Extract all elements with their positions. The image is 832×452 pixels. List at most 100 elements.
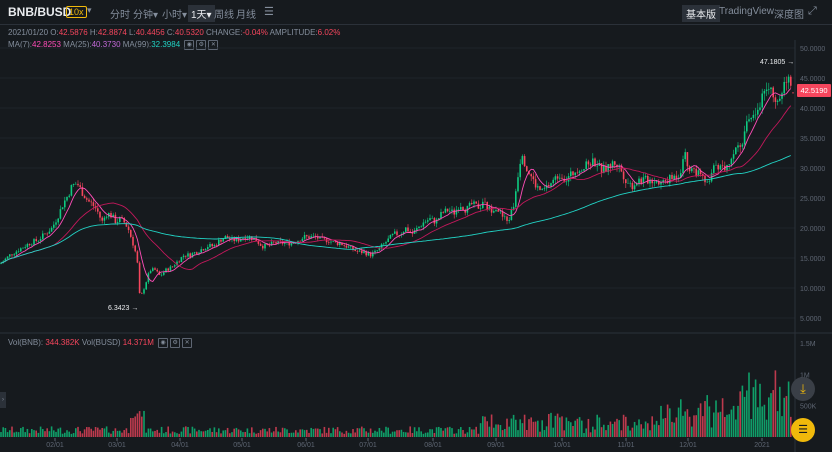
- candle-body: [633, 185, 636, 190]
- price-chart[interactable]: 50.0000 45.0000 40.0000 35.0000 30.0000 25.00…: [0, 40, 832, 452]
- candle-body: [218, 239, 220, 246]
- volume-bar: [198, 429, 200, 437]
- volume-bar: [735, 419, 737, 437]
- tf-time-sharing[interactable]: 分时: [110, 10, 130, 21]
- volume-bar: [220, 433, 222, 437]
- candle-body: [754, 114, 757, 116]
- settings-icon[interactable]: ⚙: [170, 338, 181, 348]
- volume-bar: [321, 433, 323, 437]
- candle-body: [273, 241, 275, 243]
- volume-bar: [583, 433, 585, 437]
- eye-icon[interactable]: ◉: [158, 338, 169, 348]
- candle-body: [61, 207, 64, 210]
- volume-bar: [726, 414, 728, 437]
- volume-bar: [28, 433, 31, 437]
- candle-body: [86, 198, 88, 200]
- candle-body: [376, 250, 378, 252]
- volume-bar: [446, 427, 449, 437]
- pair-dropdown-icon[interactable]: ▾: [87, 5, 92, 15]
- pair-symbol[interactable]: BNB/BUSD: [8, 5, 72, 19]
- volume-bar: [653, 424, 656, 437]
- candle-body: [123, 217, 125, 223]
- candle-body: [352, 246, 354, 250]
- candle-body: [708, 181, 711, 182]
- candle-body: [288, 241, 290, 246]
- volume-tick-label: 1.5M: [800, 341, 816, 348]
- candle-body: [211, 244, 213, 247]
- candle-body: [607, 164, 609, 172]
- volume-bar: [240, 430, 242, 437]
- volume-bar: [204, 430, 207, 437]
- candle-body: [726, 164, 728, 171]
- candle-body: [356, 250, 359, 252]
- tf-minute[interactable]: 分钟▾: [133, 10, 159, 21]
- fullscreen-icon[interactable]: ⤢: [808, 5, 817, 17]
- volume-bar: [268, 428, 271, 437]
- volume-bar: [306, 429, 308, 437]
- volume-bar: [627, 425, 629, 437]
- volume-tick-label: 1M: [800, 372, 810, 379]
- close-value: 40.5320: [174, 28, 204, 37]
- candle-body: [28, 244, 31, 246]
- settings-icon[interactable]: ⚙: [196, 40, 207, 50]
- close-icon[interactable]: ✕: [208, 40, 219, 50]
- ma7-line: [0, 88, 792, 283]
- volume-bar: [83, 429, 86, 437]
- download-icon[interactable]: ⤓: [791, 377, 815, 401]
- candle-body: [176, 261, 178, 266]
- expand-left-icon[interactable]: ›: [0, 392, 6, 408]
- chat-icon[interactable]: ☰: [791, 418, 815, 442]
- tf-week[interactable]: 周线: [214, 10, 234, 21]
- volume-bar: [242, 432, 244, 437]
- close-icon[interactable]: ✕: [182, 338, 193, 348]
- candle-body: [519, 163, 521, 178]
- candle-body: [482, 201, 484, 209]
- tf-hour[interactable]: 小时▾: [162, 10, 188, 21]
- candle-body: [422, 222, 425, 227]
- candle-body: [585, 161, 587, 170]
- eye-icon[interactable]: ◉: [184, 40, 195, 50]
- volume-bar: [581, 420, 583, 437]
- volume-bar: [145, 432, 147, 437]
- volume-bar: [143, 410, 145, 437]
- indicator-settings-icon[interactable]: ☰: [264, 6, 274, 18]
- candle-body: [620, 165, 623, 172]
- candle-body: [508, 220, 510, 221]
- volume-bar: [713, 412, 715, 437]
- volume-bar: [677, 407, 680, 437]
- view-depth[interactable]: 深度图: [774, 10, 804, 21]
- tf-day[interactable]: 1天▾: [188, 5, 215, 22]
- candle-body: [462, 207, 464, 211]
- volume-bar: [33, 430, 35, 437]
- tf-month[interactable]: 月线: [236, 10, 256, 21]
- volume-bar: [328, 427, 330, 437]
- volume-bar: [0, 432, 2, 437]
- view-tradingview[interactable]: TradingView: [719, 6, 775, 17]
- candle-body: [396, 231, 398, 236]
- view-basic[interactable]: 基本版: [682, 5, 720, 22]
- volume-bar: [429, 429, 431, 437]
- volume-bar: [603, 424, 605, 437]
- volume-bar: [9, 430, 11, 437]
- volume-bar: [444, 428, 447, 437]
- volume-bar: [347, 432, 350, 437]
- volume-bar: [785, 396, 788, 437]
- volume-bar: [75, 428, 77, 437]
- candle-body: [594, 158, 596, 167]
- volume-bar: [46, 428, 48, 437]
- candle-body: [53, 224, 55, 228]
- candle-body: [330, 241, 332, 243]
- volume-bar: [636, 425, 638, 437]
- candle-body: [785, 81, 788, 83]
- volume-bar: [693, 415, 695, 437]
- volume-bar: [235, 427, 238, 437]
- candle-body: [119, 217, 121, 223]
- candle-body: [548, 185, 550, 187]
- volume-bar: [211, 431, 213, 437]
- candle-body: [453, 209, 455, 215]
- volume-bar: [171, 431, 174, 437]
- leverage-badge: 10x: [66, 6, 87, 18]
- volume-bar: [565, 417, 568, 437]
- candle-body: [255, 238, 257, 242]
- volume-bar: [611, 423, 614, 437]
